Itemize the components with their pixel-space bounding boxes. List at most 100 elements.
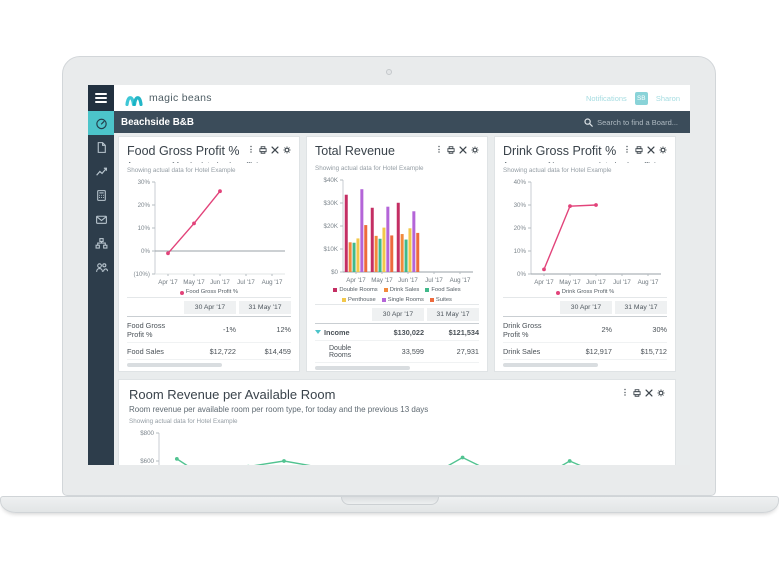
row-label: Drink Gross Profit % (503, 320, 542, 339)
legend-item: Suites (429, 296, 452, 305)
expand-icon[interactable] (459, 146, 467, 154)
table-cell: 33,599 (401, 347, 424, 357)
settings-gear-icon[interactable] (657, 389, 665, 397)
collapse-caret-icon[interactable] (315, 330, 321, 335)
card-table: 30 Apr '17 31 May '17 Food Gross Profit % -… (127, 297, 291, 367)
svg-text:May '17: May '17 (183, 279, 205, 286)
table-cell: 2% (601, 325, 612, 334)
board-search-input[interactable]: Search to find a Board... (584, 118, 678, 127)
svg-text:20%: 20% (138, 202, 151, 209)
avatar[interactable]: SB (634, 91, 648, 105)
table-cell: $130,022 (393, 327, 424, 337)
row-label: Income (324, 327, 350, 337)
kebab-menu-icon[interactable]: ⋮ (623, 145, 631, 154)
print-icon[interactable] (635, 146, 643, 154)
sitemap-icon (95, 237, 107, 249)
svg-text:Apr '17: Apr '17 (346, 277, 366, 284)
app-topbar: magic beans Notifications SB Sharon (88, 85, 690, 111)
brand-name: magic beans (149, 92, 212, 104)
svg-text:30%: 30% (138, 179, 151, 186)
svg-text:0%: 0% (517, 271, 526, 278)
column-header-button[interactable]: 30 Apr '17 (560, 301, 612, 314)
svg-text:Jun '17: Jun '17 (210, 279, 230, 286)
svg-text:$30K: $30K (324, 200, 339, 207)
chart-legend: Double Rooms Drink Sales Food Sales Penthou… (315, 286, 479, 304)
table-cell: $14,459 (264, 346, 291, 356)
card-drink-gross-profit: Drink Gross Profit % ⋮ A measure of beve… (494, 136, 676, 372)
food-gross-profit-chart: 30% 20% 10% 0% (10%) Apr '17 May '17 Jun '17 Jul… (133, 179, 285, 286)
settings-gear-icon[interactable] (283, 146, 291, 154)
print-icon[interactable] (447, 146, 455, 154)
sidebar-item-users[interactable] (88, 255, 114, 279)
search-icon (584, 117, 593, 127)
expand-icon[interactable] (271, 146, 279, 154)
settings-gear-icon[interactable] (659, 146, 667, 154)
card-table: 30 Apr '17 31 May '17 Income $130,022 $121,5… (315, 304, 479, 371)
legend-item: Drink Gross Profit % (555, 288, 614, 297)
table-cell: $121,534 (448, 327, 479, 337)
card-data-note: Showing actual data for Hotel Example (129, 418, 238, 425)
column-header-button[interactable]: 30 Apr '17 (372, 308, 424, 322)
card-total-revenue: Total Revenue ⋮ Total Revenue by Source … (306, 136, 488, 372)
sidebar-item-analytics[interactable] (88, 159, 114, 183)
table-scrollbar[interactable] (503, 363, 667, 367)
gauge-icon (95, 118, 107, 129)
svg-text:Jul '17: Jul '17 (237, 279, 255, 286)
column-header-button[interactable]: 31 May '17 (239, 301, 291, 314)
table-cell: 12% (276, 325, 291, 334)
print-icon[interactable] (259, 146, 267, 154)
board-title: Beachside B&B (121, 116, 194, 128)
print-icon[interactable] (633, 389, 641, 397)
expand-icon[interactable] (645, 389, 653, 397)
menu-button[interactable] (88, 85, 114, 111)
card-subtitle: A measure of beverages related sales eff… (503, 161, 667, 163)
kebab-menu-icon[interactable]: ⋮ (435, 145, 443, 154)
svg-text:$0: $0 (331, 269, 338, 276)
svg-text:Apr '17: Apr '17 (534, 279, 554, 286)
column-header-button[interactable]: 30 Apr '17 (184, 301, 236, 314)
sidebar-item-budgets[interactable] (88, 183, 114, 207)
brand: magic beans (125, 91, 212, 106)
notifications-link[interactable]: Notifications (585, 93, 627, 103)
svg-text:Jun '17: Jun '17 (586, 279, 606, 286)
topbar-right: Notifications SB Sharon (585, 91, 690, 105)
table-scrollbar[interactable] (127, 363, 291, 367)
column-header-button[interactable]: 31 May '17 (615, 301, 667, 314)
legend-item: Single Rooms (381, 296, 424, 305)
card-table: 30 Apr '17 31 May '17 Drink Gross Profit %… (503, 297, 667, 367)
table-cell: $12,917 (585, 346, 612, 356)
laptop-camera (386, 69, 392, 75)
laptop-frame: magic beans Notifications SB Sharon (62, 56, 716, 496)
table-row: Food Sales $12,722 $14,459 (127, 343, 291, 360)
table-scrollbar[interactable] (315, 366, 479, 371)
kebab-menu-icon[interactable]: ⋮ (621, 388, 629, 397)
sidebar-item-messages[interactable] (88, 207, 114, 231)
svg-text:30%: 30% (514, 202, 527, 209)
card-subtitle: Room revenue per available room per room… (129, 405, 429, 414)
column-header-button[interactable]: 31 May '17 (427, 308, 479, 322)
menu-icon (95, 93, 107, 95)
sidebar-item-dashboards[interactable] (88, 111, 114, 135)
svg-text:May '17: May '17 (371, 277, 393, 284)
sidebar-item-organisation[interactable] (88, 231, 114, 255)
sidebar-item-reports[interactable] (88, 135, 114, 159)
card-subtitle: A measure of food related sales efficien… (127, 161, 291, 163)
table-row: Double Rooms 33,599 27,931 (315, 341, 479, 364)
legend-item: Food Sales (425, 286, 461, 295)
card-title: Food Gross Profit % (127, 144, 240, 158)
search-placeholder: Search to find a Board... (597, 117, 678, 127)
kebab-menu-icon[interactable]: ⋮ (247, 145, 255, 154)
svg-text:$20K: $20K (324, 223, 339, 230)
card-food-gross-profit: Food Gross Profit % ⋮ A measure of food … (118, 136, 300, 372)
svg-text:10%: 10% (138, 225, 151, 232)
expand-icon[interactable] (647, 146, 655, 154)
card-data-note: Showing actual data for Hotel Example (503, 167, 612, 175)
laptop-base (0, 496, 779, 513)
user-menu[interactable]: Sharon (655, 93, 680, 103)
table-header-row: 30 Apr '17 31 May '17 (315, 308, 479, 322)
svg-text:0%: 0% (141, 248, 150, 255)
app-screen: magic beans Notifications SB Sharon (88, 85, 690, 465)
laptop-base-notch (340, 497, 439, 505)
settings-gear-icon[interactable] (471, 146, 479, 154)
table-row: Income $130,022 $121,534 (315, 324, 479, 342)
